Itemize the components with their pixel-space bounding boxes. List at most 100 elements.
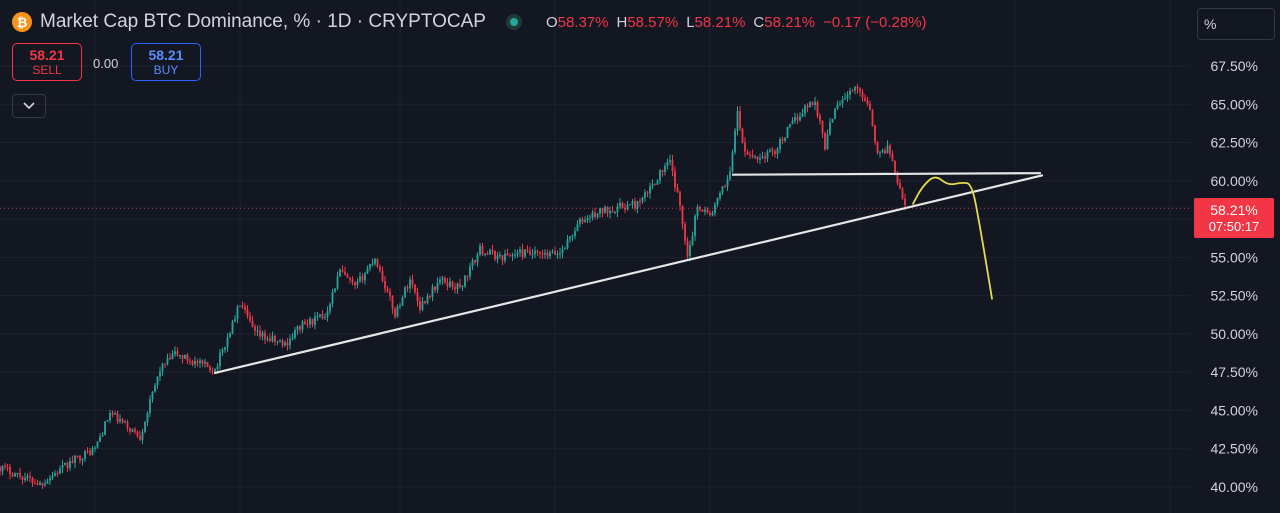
candle-body	[259, 330, 261, 337]
candle-body	[754, 156, 756, 158]
candle-body	[731, 152, 734, 172]
candle-body	[546, 252, 549, 257]
candle-body	[214, 369, 216, 372]
candle-body	[416, 292, 419, 302]
candle-body	[499, 255, 501, 257]
candle-body	[864, 97, 866, 101]
candle-body	[69, 461, 71, 469]
candle-body	[46, 480, 49, 484]
scale-mode-button[interactable]: %	[1197, 8, 1275, 40]
candle-body	[314, 316, 316, 325]
candle-body	[161, 363, 164, 372]
candle-body	[816, 101, 819, 116]
projection-curve	[912, 176, 993, 300]
candle-body	[101, 434, 104, 437]
candle-body	[386, 288, 389, 292]
candle-body	[261, 332, 264, 337]
candle-body	[36, 483, 39, 486]
candle-body	[414, 284, 416, 293]
candle-body	[61, 465, 64, 469]
last-price-tag: 58.21% 07:50:17	[1194, 198, 1274, 238]
candle-body	[739, 111, 741, 129]
buy-price: 58.21	[148, 46, 184, 63]
candle-body	[881, 150, 884, 153]
candle-body	[326, 311, 329, 318]
drawing-annotations	[213, 172, 1044, 375]
candle-body	[374, 258, 376, 264]
ohlc-values: O 58.37% H 58.57% L 58.21% C 58.21% −0.17 (−…	[546, 14, 927, 31]
candle-body	[631, 201, 634, 205]
candle-body	[191, 361, 194, 365]
collapse-legend-button[interactable]	[12, 94, 46, 118]
candle-body	[521, 249, 524, 257]
candle-body	[736, 111, 739, 131]
candle-body	[794, 117, 796, 121]
candle-body	[26, 476, 29, 478]
candle-body	[19, 472, 21, 477]
ohlc-open-value: 58.37%	[557, 13, 609, 31]
candle-body	[404, 287, 406, 298]
candle-body	[311, 318, 314, 325]
candle-body	[304, 321, 306, 324]
candle-body	[476, 254, 479, 263]
candle-body	[804, 105, 806, 114]
candle-body	[661, 170, 664, 172]
candle-body	[541, 253, 544, 255]
candle-body	[299, 326, 301, 330]
candle-body	[204, 361, 206, 364]
candle-body	[114, 413, 116, 415]
candle-body	[484, 253, 486, 255]
candle-body	[94, 447, 96, 449]
chevron-down-icon	[23, 102, 35, 110]
candle-body	[571, 235, 574, 237]
candle-body	[264, 332, 266, 340]
candle-body	[859, 88, 861, 92]
sell-button[interactable]: 58.21 SELL	[12, 43, 82, 81]
candle-body	[706, 209, 709, 213]
candle-body	[274, 335, 276, 342]
candle-body	[784, 137, 786, 141]
buy-button[interactable]: 58.21 BUY	[131, 43, 201, 81]
candle-body	[511, 255, 514, 257]
y-tick-label: 65.00%	[1211, 96, 1258, 112]
y-tick-label: 67.50%	[1211, 58, 1258, 74]
candle-body	[181, 355, 184, 359]
y-tick-label: 50.00%	[1211, 326, 1258, 342]
candle-body	[871, 109, 874, 127]
candle-body	[234, 319, 236, 322]
candle-body	[254, 326, 256, 331]
candle-body	[824, 132, 826, 150]
candle-body	[751, 154, 754, 157]
candle-body	[81, 458, 84, 461]
candle-body	[371, 263, 374, 265]
candle-body	[721, 186, 724, 194]
candle-body	[554, 251, 556, 255]
y-tick-label: 60.00%	[1211, 173, 1258, 189]
candle-body	[419, 301, 421, 310]
candle-body	[41, 482, 44, 486]
candle-body	[549, 252, 551, 257]
candle-body	[811, 102, 814, 106]
candle-body	[481, 245, 484, 255]
candle-body	[241, 305, 244, 307]
market-status-icon[interactable]	[505, 14, 522, 30]
candle-body	[269, 338, 271, 341]
candle-body	[281, 340, 284, 346]
candle-body	[54, 473, 56, 476]
symbol-title[interactable]: Market Cap BTC Dominance, % · 1D · CRYPT…	[40, 11, 486, 32]
candle-body	[239, 305, 241, 307]
candle-body	[534, 250, 536, 255]
candle-body	[104, 421, 106, 435]
candle-body	[844, 97, 846, 100]
candle-body	[364, 273, 366, 281]
candle-body	[164, 363, 166, 365]
candle-body	[564, 248, 566, 250]
candle-body	[459, 283, 461, 288]
candle-body	[381, 271, 384, 282]
candle-body	[344, 271, 346, 275]
candle-body	[714, 204, 716, 214]
candle-body	[619, 202, 621, 207]
y-tick-label: 40.00%	[1211, 479, 1258, 495]
candle-body	[474, 260, 476, 263]
